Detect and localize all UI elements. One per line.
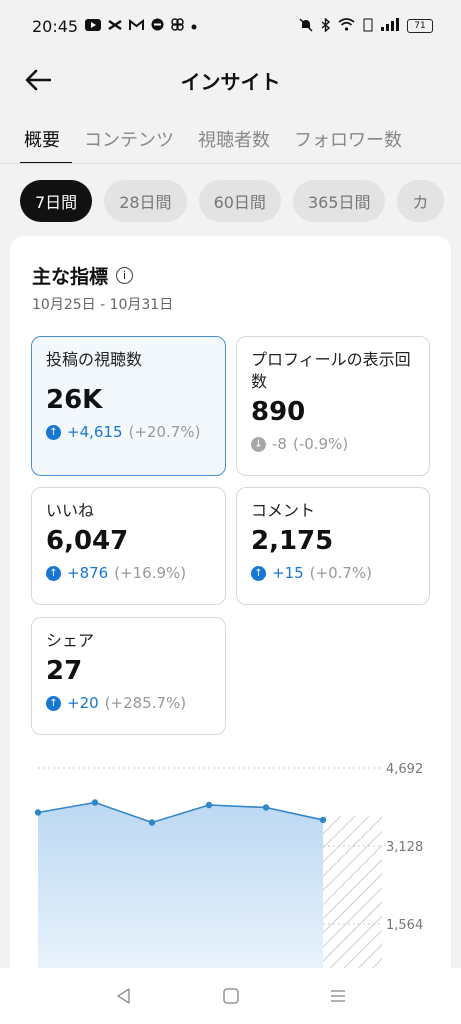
metric-label: シェア xyxy=(46,631,95,650)
metric-delta: +15 xyxy=(272,564,304,582)
metric-card-post-views[interactable]: 投稿の視聴数 26K ↑ +4,615 (+20.7%) xyxy=(31,336,226,476)
metric-percent: (-0.9%) xyxy=(292,435,349,453)
chart-series-line xyxy=(37,801,324,824)
metric-change: ↑ +20 (+285.7%) xyxy=(46,694,211,712)
arrow-up-icon: ↑ xyxy=(46,565,61,581)
metric-delta: +876 xyxy=(67,564,109,582)
battery-icon: 71 xyxy=(407,19,433,33)
page-title: インサイト xyxy=(180,69,281,94)
metric-percent: (+285.7%) xyxy=(104,694,187,712)
chip-7-days[interactable]: 7日間 xyxy=(20,180,93,222)
metric-card-shares[interactable]: シェア 27 ↑ +20 (+285.7%) xyxy=(31,617,226,735)
capcut-icon xyxy=(108,19,122,34)
status-time: 20:45 xyxy=(32,16,79,36)
dot-icon xyxy=(191,20,197,33)
volte-icon xyxy=(363,18,373,35)
status-bar: 20:45 xyxy=(0,0,461,52)
metric-value: 6,047 xyxy=(46,526,129,556)
metric-percent: (+0.7%) xyxy=(309,564,373,582)
metric-value: 890 xyxy=(251,397,306,427)
arrow-up-icon: ↑ xyxy=(46,695,61,711)
arrow-up-icon: ↑ xyxy=(46,424,61,440)
metric-card-comments[interactable]: コメント 2,175 ↑ +15 (+0.7%) xyxy=(236,487,430,605)
metric-card-profile-views[interactable]: プロフィールの表示回数 890 ↓ -8 (-0.9%) xyxy=(236,336,430,476)
nav-home-button[interactable] xyxy=(211,976,251,1016)
metric-delta: +20 xyxy=(67,694,99,712)
metric-value: 2,175 xyxy=(251,526,334,556)
metric-card-likes[interactable]: いいね 6,047 ↑ +876 (+16.9%) xyxy=(31,487,226,605)
chart-data-point[interactable] xyxy=(205,801,213,809)
metric-percent: (+20.7%) xyxy=(128,423,201,441)
metric-change: ↑ +15 (+0.7%) xyxy=(251,564,415,582)
chart-y-tick-label: 3,128 xyxy=(386,840,423,855)
date-range-chips: 7日間 28日間 60日間 365日間 カ xyxy=(20,180,461,222)
chart-data-point[interactable] xyxy=(34,809,42,816)
back-arrow-icon xyxy=(25,69,51,91)
system-nav-bar xyxy=(0,968,461,1024)
tab-bar: 概要 コンテンツ 視聴者数 フォロワー数 xyxy=(0,112,461,164)
metric-label: 投稿の視聴数 xyxy=(46,350,143,369)
section-title: 主な指標 i xyxy=(32,262,134,289)
metric-delta: -8 xyxy=(272,435,287,453)
nav-back-icon xyxy=(116,988,130,1004)
chart-data-point[interactable] xyxy=(91,799,99,806)
status-right: 71 xyxy=(299,16,433,35)
chip-28-days[interactable]: 28日間 xyxy=(104,180,187,222)
metric-label: コメント xyxy=(251,501,316,520)
chart-y-tick-label: 1,564 xyxy=(386,918,423,933)
metric-label: プロフィールの表示回数 xyxy=(251,350,411,391)
clover-icon xyxy=(171,18,184,34)
nav-home-icon xyxy=(222,988,239,1004)
metric-change: ↑ +4,615 (+20.7%) xyxy=(46,423,211,441)
tab-followers[interactable]: フォロワー数 xyxy=(294,130,402,151)
chip-custom[interactable]: カ xyxy=(397,180,444,222)
metric-value: 27 xyxy=(46,656,83,686)
nav-back-button[interactable] xyxy=(104,976,144,1016)
metric-percent: (+16.9%) xyxy=(114,564,187,582)
arrow-up-icon: ↑ xyxy=(251,565,266,581)
metric-label: いいね xyxy=(46,501,95,520)
key-metrics-card: 主な指標 i 10月25日 - 10月31日 投稿の視聴数 26K ↑ +4,6… xyxy=(10,236,451,996)
metric-change: ↑ +876 (+16.9%) xyxy=(46,564,211,582)
views-area-chart: 4,692 3,128 1,564 xyxy=(34,762,423,996)
chart-area-fill xyxy=(38,802,323,996)
future-period-hatch xyxy=(323,816,382,996)
wifi-icon xyxy=(338,18,355,34)
metric-delta: +4,615 xyxy=(67,423,123,441)
nav-menu-icon xyxy=(330,990,345,1002)
chart-data-point[interactable] xyxy=(262,804,270,811)
chart-y-tick-label: 4,692 xyxy=(386,762,423,777)
date-range: 10月25日 - 10月31日 xyxy=(32,297,174,313)
chart-data-point[interactable] xyxy=(319,816,327,824)
section-title-text: 主な指標 xyxy=(32,266,109,288)
chip-365-days[interactable]: 365日間 xyxy=(292,180,386,222)
nav-menu-button[interactable] xyxy=(318,976,358,1016)
back-button[interactable] xyxy=(22,64,54,96)
info-icon[interactable]: i xyxy=(116,267,134,284)
tab-content[interactable]: コンテンツ xyxy=(84,130,174,151)
gmail-icon xyxy=(129,18,145,34)
status-left: 20:45 xyxy=(32,17,197,36)
tab-audience[interactable]: 視聴者数 xyxy=(198,130,270,151)
mute-icon xyxy=(299,17,313,35)
bluetooth-icon xyxy=(321,16,331,35)
app-header: インサイト xyxy=(0,52,461,108)
metric-value: 26K xyxy=(46,385,103,415)
tab-overview[interactable]: 概要 xyxy=(0,112,72,163)
arrow-down-icon: ↓ xyxy=(251,436,266,452)
signal-icon xyxy=(381,18,399,34)
youtube-icon xyxy=(85,18,102,34)
chart-data-point[interactable] xyxy=(148,819,156,826)
app-icon xyxy=(151,18,164,34)
metric-change: ↓ -8 (-0.9%) xyxy=(251,435,415,453)
chip-60-days[interactable]: 60日間 xyxy=(198,180,281,222)
